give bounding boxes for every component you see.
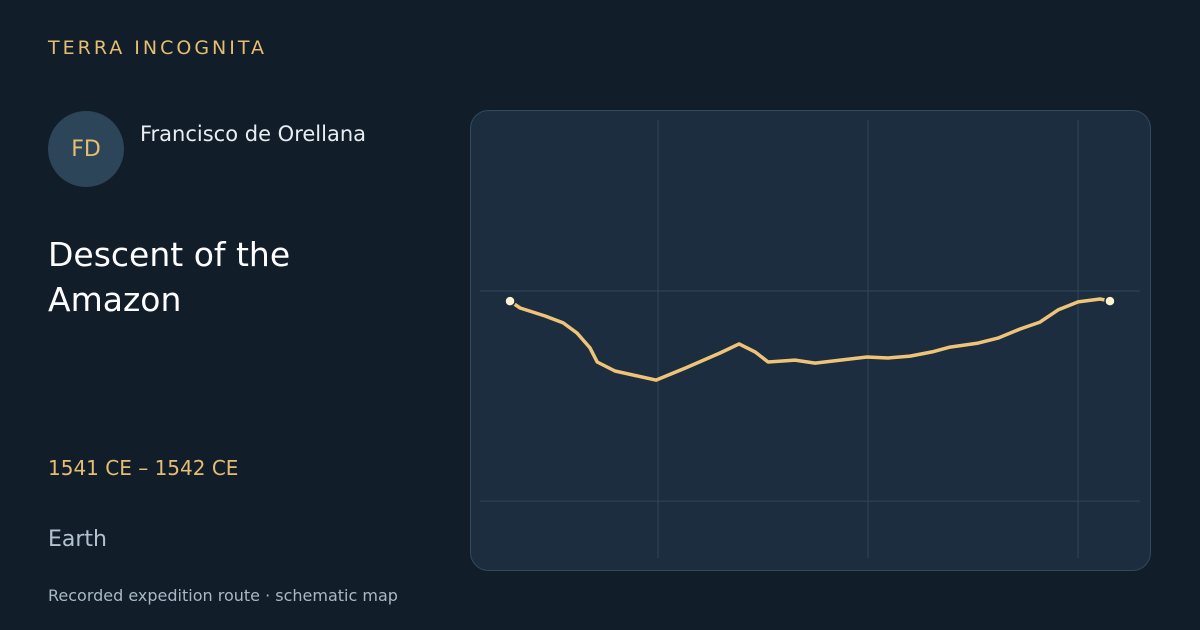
explorer-name: Francisco de Orellana — [140, 122, 367, 146]
avatar: FD — [48, 111, 124, 187]
expedition-title: Descent of the Amazon — [48, 235, 291, 319]
brand: TERRA INCOGNITA — [48, 37, 267, 59]
body: Earth — [48, 527, 107, 552]
dates: 1541 CE – 1542 CE — [48, 456, 239, 480]
map-panel — [470, 110, 1151, 571]
start-point — [504, 295, 516, 307]
footer-note: Recorded expedition route · schematic ma… — [48, 586, 398, 605]
route-map — [470, 110, 1151, 571]
route — [508, 297, 1112, 382]
end-point — [1104, 295, 1116, 307]
